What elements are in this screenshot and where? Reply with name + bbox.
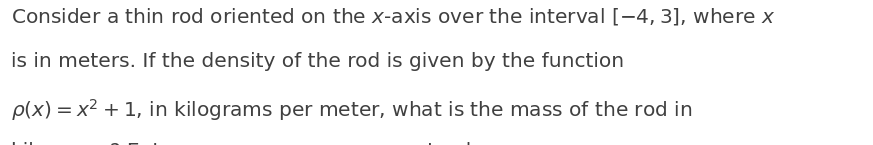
Text: kilograms? Enter your answer as an exact value.: kilograms? Enter your answer as an exact… (11, 142, 504, 145)
Text: is in meters. If the density of the rod is given by the function: is in meters. If the density of the rod … (11, 52, 624, 71)
Text: $\rho(x) = x^2 + 1$, in kilograms per meter, what is the mass of the rod in: $\rho(x) = x^2 + 1$, in kilograms per me… (11, 97, 692, 123)
Text: Consider a thin rod oriented on the $x$-axis over the interval $[-4,3]$, where $: Consider a thin rod oriented on the $x$-… (11, 6, 775, 27)
